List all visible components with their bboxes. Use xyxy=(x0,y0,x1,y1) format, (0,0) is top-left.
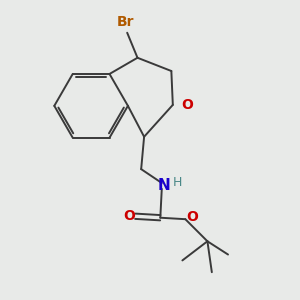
Text: O: O xyxy=(186,210,198,224)
Text: O: O xyxy=(123,209,135,223)
Text: N: N xyxy=(158,178,170,193)
Text: H: H xyxy=(173,176,182,190)
Text: O: O xyxy=(181,98,193,112)
Text: Br: Br xyxy=(117,15,134,29)
